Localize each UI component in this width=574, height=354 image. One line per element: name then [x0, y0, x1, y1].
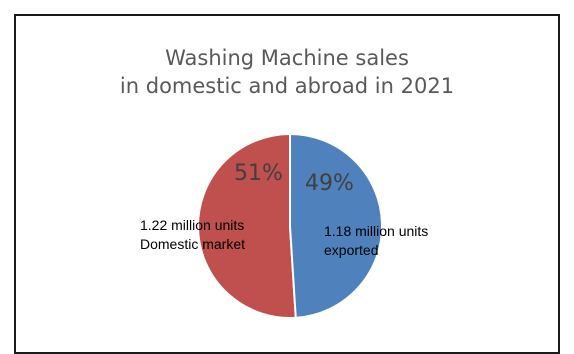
- slice-percent-domestic: 51%: [234, 161, 283, 186]
- slice-label-domestic-line-1: 1.22 million units: [140, 217, 244, 233]
- pie-chart: 51% 49% 1.22 million units Domestic mark…: [140, 132, 428, 319]
- slice-label-exported-line-1: 1.18 million units: [324, 223, 428, 239]
- pie-slice-domestic: [197, 132, 297, 319]
- slice-label-domestic-line-2: Domestic market: [140, 236, 245, 252]
- chart-title: Washing Machine sales in domestic and ab…: [14, 44, 560, 100]
- chart-title-line-1: Washing Machine sales: [165, 46, 409, 70]
- slice-label-exported-line-2: exported: [324, 242, 378, 258]
- pie-slice-exported: [289, 132, 383, 319]
- slice-percent-exported: 49%: [305, 171, 354, 196]
- chart-title-line-2: in domestic and abroad in 2021: [119, 74, 455, 98]
